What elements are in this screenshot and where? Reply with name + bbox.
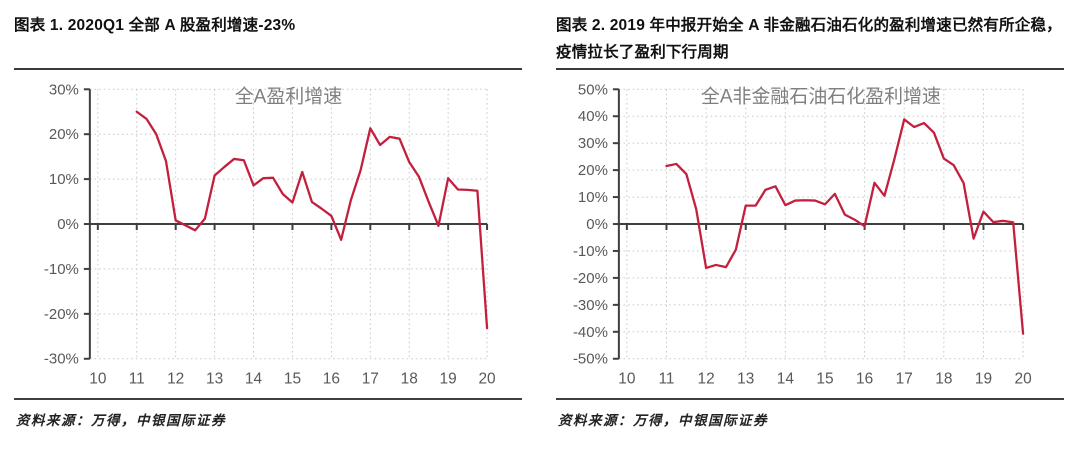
- y-tick-label: 50%: [578, 81, 608, 98]
- line-chart-all-a: 30% 20% 10% 0% -10% -20% -30% 10 11 12 13 14 15 16 17 1…: [44, 81, 496, 388]
- y-tick-label: -10%: [573, 243, 608, 260]
- x-tick-label: 14: [777, 371, 795, 388]
- figure-1-chart: 30% 20% 10% 0% -10% -20% -30% 10 11 12 13 14 15 16 17 1…: [14, 70, 522, 394]
- x-tick-label: 13: [737, 371, 754, 388]
- x-tick-label: 10: [618, 371, 635, 388]
- y-tick-label: 20%: [49, 126, 79, 143]
- figure-2-heading-divider: [556, 68, 1064, 70]
- x-tick-label: 15: [816, 371, 833, 388]
- figure-1-heading: 图表 1. 2020Q1 全部 A 股盈利增速-23%: [14, 17, 296, 34]
- figure-1-source: 资料来源：万得，中银国际证券: [16, 413, 226, 428]
- y-tick-label: -30%: [44, 351, 79, 368]
- figure-2: 图表 2. 2019 年中报开始全 A 非金融石油石化的盈利增速已然有所企稳，疫…: [556, 8, 1064, 429]
- y-tick-label: -20%: [44, 306, 79, 323]
- chart-title: 全A非金融石油石化盈利增速: [701, 85, 941, 107]
- y-tick-label: -10%: [44, 261, 79, 278]
- series-line: [135, 110, 489, 330]
- x-tick-label: 20: [478, 371, 495, 388]
- x-tick-label: 16: [323, 371, 340, 388]
- y-tick-label: 0%: [586, 216, 608, 233]
- y-tick-label: 30%: [49, 81, 79, 98]
- y-tick-label: 40%: [578, 108, 608, 125]
- y-tick-label: 10%: [49, 171, 79, 188]
- figure-2-source: 资料来源：万得，中银国际证券: [558, 413, 768, 428]
- x-tick-label: 18: [935, 371, 952, 388]
- x-tick-label: 19: [975, 371, 992, 388]
- report-page: 图表 1. 2020Q1 全部 A 股盈利增速-23% 30% 20% 10% 0% -…: [14, 8, 1064, 429]
- y-tick-label: 10%: [578, 189, 608, 206]
- figure-2-source-divider: [556, 398, 1064, 400]
- x-tick-label: 10: [89, 371, 106, 388]
- y-tick-label: -20%: [573, 270, 608, 287]
- y-tick-label: -30%: [573, 297, 608, 314]
- x-tick-label: 20: [1014, 371, 1031, 388]
- x-tick-label: 15: [284, 371, 301, 388]
- figure-2-heading: 图表 2. 2019 年中报开始全 A 非金融石油石化的盈利增速已然有所企稳，疫…: [556, 17, 1062, 61]
- x-tick-label: 12: [698, 371, 715, 388]
- chart-title: 全A盈利增速: [235, 85, 342, 107]
- x-tick-label: 13: [206, 371, 223, 388]
- x-tick-label: 11: [129, 371, 145, 388]
- figure-1: 图表 1. 2020Q1 全部 A 股盈利增速-23% 30% 20% 10% 0% -…: [14, 8, 522, 429]
- x-tick-label: 16: [856, 371, 873, 388]
- x-tick-label: 12: [167, 371, 184, 388]
- line-chart-nonfinancial: 50% 40% 30% 20% 10% 0% -10% -20% -30% -40% -50% 10 1…: [573, 81, 1032, 388]
- x-tick-label: 19: [440, 371, 457, 388]
- x-tick-label: 18: [401, 371, 418, 388]
- y-tick-label: 0%: [57, 216, 79, 233]
- y-tick-label: 30%: [578, 135, 608, 152]
- x-tick-label: 17: [362, 371, 379, 388]
- y-tick-label: 20%: [578, 162, 608, 179]
- x-tick-label: 17: [896, 371, 913, 388]
- x-tick-label: 11: [658, 371, 674, 388]
- figure-1-source-divider: [14, 398, 522, 400]
- figure-2-chart: 50% 40% 30% 20% 10% 0% -10% -20% -30% -40% -50% 10 1…: [556, 70, 1064, 394]
- figure-1-heading-divider: [14, 68, 522, 70]
- x-tick-label: 14: [245, 371, 263, 388]
- y-tick-label: -50%: [573, 351, 608, 368]
- series-line: [665, 118, 1025, 335]
- y-tick-label: -40%: [573, 324, 608, 341]
